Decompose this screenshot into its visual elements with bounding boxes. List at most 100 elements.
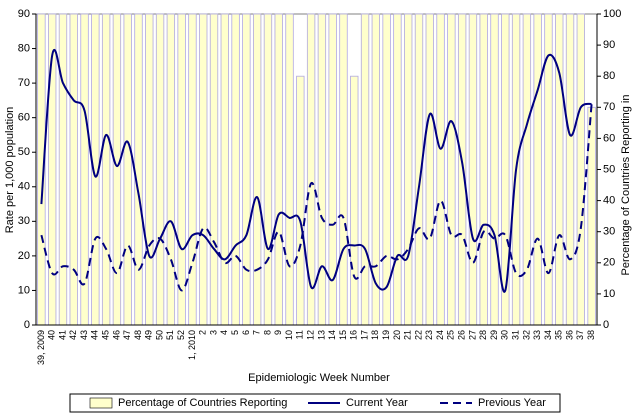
x-tick-label: 34 [543, 330, 553, 340]
line [40, 48, 592, 293]
y2-tick-label: 60 [603, 132, 615, 144]
bar [522, 13, 532, 326]
x-tick-label: 5 [230, 330, 240, 335]
x-tick-label: 3 [208, 330, 218, 335]
line [40, 103, 593, 292]
x-tick-label: 45 [101, 330, 111, 340]
legend-label: Percentage of Countries Reporting [118, 397, 287, 409]
x-tick-label: 32 [521, 330, 531, 340]
bar [479, 13, 488, 326]
bar [468, 13, 478, 326]
x-tick-label: 35 [554, 330, 564, 340]
y2-tick-label: 40 [603, 195, 615, 207]
y-tick-label: 90 [18, 8, 30, 20]
x-tick-label: 2 [198, 330, 208, 335]
x-tick-label: 25 [446, 330, 456, 340]
bar [231, 13, 240, 326]
y2-tick-label: 50 [603, 163, 615, 175]
bar [209, 13, 219, 326]
x-tick-label: 10 [284, 330, 294, 340]
legend-label: Current Year [346, 397, 408, 409]
bar [69, 13, 78, 326]
x-tick-label: 23 [424, 330, 434, 340]
x-tick-label: 9 [273, 330, 283, 335]
y-tick-label: 30 [18, 215, 30, 227]
bar [317, 13, 327, 326]
x-tick-label: 37 [575, 330, 585, 340]
legend-label: Previous Year [478, 397, 546, 409]
bar [155, 13, 165, 326]
bar [576, 13, 585, 326]
x-tick-label: 6 [241, 330, 251, 335]
x-tick-label: 29 [489, 330, 499, 340]
y-tick-label: 20 [18, 250, 30, 262]
y2-tick-label: 70 [603, 101, 615, 113]
bar [274, 13, 283, 326]
x-tick-label: 39, 2009 [36, 330, 46, 365]
bar [285, 13, 294, 326]
x-tick-label: 8 [262, 330, 272, 335]
y-tick-label: 60 [18, 112, 30, 124]
y2-tick-label: 20 [603, 257, 615, 269]
x-tick-label: 42 [68, 330, 78, 340]
x-tick-label: 15 [338, 330, 348, 340]
x-tick-label: 24 [435, 330, 445, 340]
y-axis-title: Rate per 1,000 population [4, 107, 16, 234]
bar [220, 13, 229, 326]
legend-swatch [89, 397, 113, 409]
bar [436, 13, 445, 326]
bar [339, 13, 348, 326]
bar [188, 13, 197, 326]
bar [587, 106, 596, 326]
y2-tick-label: 90 [603, 39, 615, 51]
x-tick-label: 18 [370, 330, 380, 340]
x-tick-label: 12 [305, 330, 315, 340]
x-tick-label: 50 [154, 330, 164, 340]
x-tick-label: 16 [349, 330, 359, 340]
x-tick-label: 17 [359, 330, 369, 340]
bar [393, 13, 402, 326]
bar [242, 13, 251, 326]
x-tick-label: 33 [532, 330, 542, 340]
x-tick-label: 43 [79, 330, 89, 340]
bar [360, 13, 370, 326]
bar [134, 13, 143, 326]
y-tick-label: 70 [18, 77, 30, 89]
bar [296, 75, 305, 326]
x-tick-label: 19 [381, 330, 391, 340]
bar [350, 75, 359, 326]
bar [263, 13, 273, 326]
x-tick-label: 4 [219, 330, 229, 335]
x-tick-label: 36 [564, 330, 574, 340]
bar [490, 13, 499, 326]
x-tick-label: 21 [403, 330, 413, 340]
x-axis-title: Epidemiologic Week Number [248, 372, 390, 384]
bar [533, 13, 542, 326]
x-tick-label: 52 [176, 330, 186, 340]
bar [199, 13, 208, 326]
x-tick-label: 22 [413, 330, 423, 340]
x-tick-label: 40 [47, 330, 57, 340]
y2-tick-label: 30 [603, 226, 615, 238]
x-tick-label: 28 [478, 330, 488, 340]
bar [177, 13, 186, 326]
x-tick-label: 11 [295, 330, 305, 339]
bar [425, 13, 434, 326]
x-tick-label: 14 [327, 330, 337, 340]
x-tick-label: 49 [144, 330, 154, 340]
x-tick-label: 38 [586, 330, 596, 340]
x-tick-label: 51 [165, 330, 175, 340]
y-tick-label: 80 [18, 42, 30, 54]
x-tick-label: 41 [57, 330, 67, 340]
x-tick-label: 44 [90, 330, 100, 340]
y2-axis-title: Percentage of Countries Reporting in [620, 95, 632, 276]
x-tick-label: 46 [111, 330, 121, 340]
bar [145, 13, 154, 326]
x-tick-label: 31 [510, 330, 520, 340]
y-tick-label: 10 [18, 284, 30, 296]
bar [101, 13, 111, 326]
bar [457, 13, 467, 326]
y2-tick-label: 100 [603, 8, 621, 20]
y2-tick-label: 10 [603, 288, 615, 300]
y2-tick-label: 0 [603, 319, 609, 331]
